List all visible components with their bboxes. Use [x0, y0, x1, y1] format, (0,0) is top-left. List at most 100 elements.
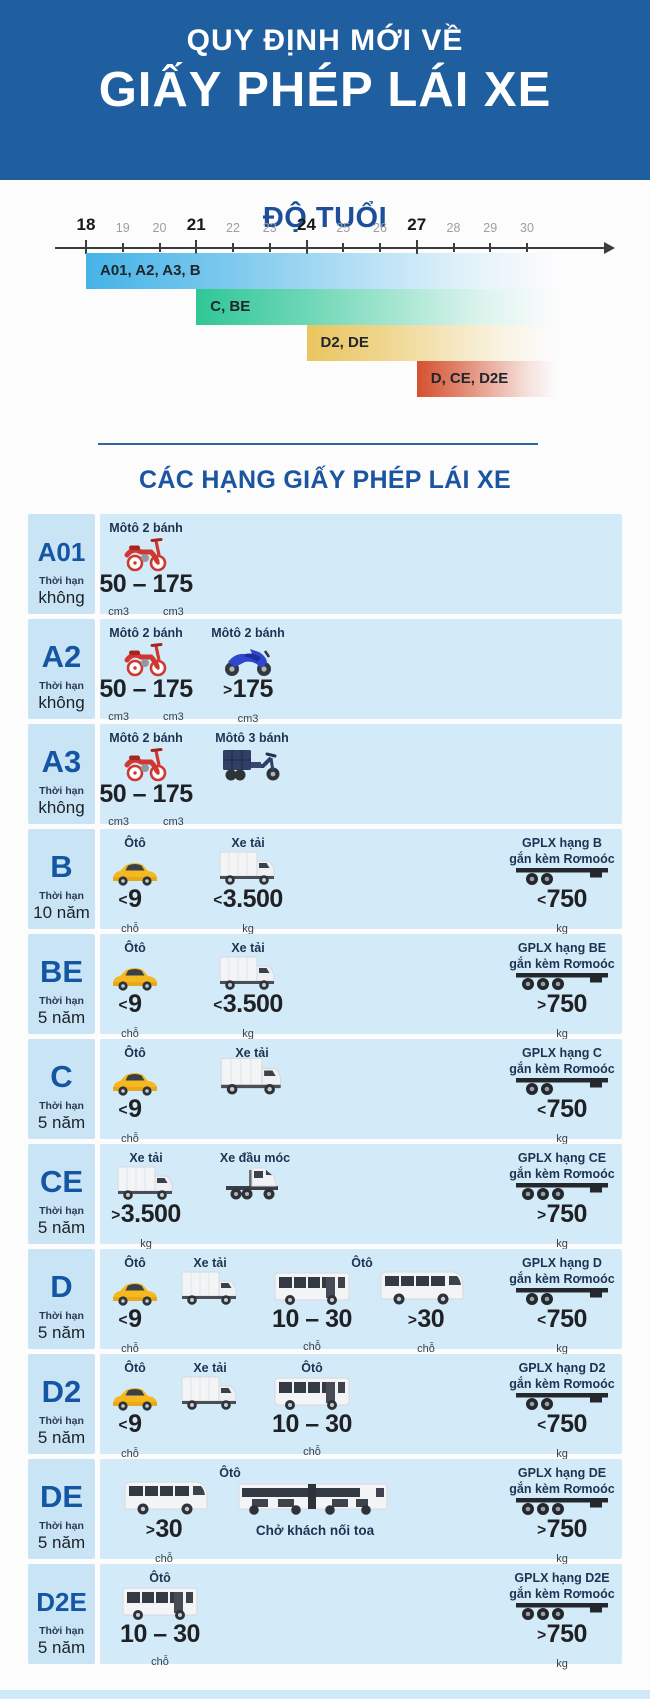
trailer-2axle-icon: [514, 1073, 610, 1097]
vehicle-label: Xe đầu móc: [219, 1151, 291, 1165]
limit-unit: kg: [556, 922, 568, 935]
less-than-icon: <: [118, 1101, 128, 1119]
trailer-2axle-icon: [514, 863, 610, 887]
duration-value: không: [38, 693, 85, 712]
limit-unit: chỗ: [121, 1132, 139, 1145]
vehicle-label: Ôtô: [149, 1571, 171, 1585]
row-content: Môtô 2 bánh Môtô 3 bánh 50 – 175 cm3 cm3: [99, 724, 622, 828]
limit-value: 50 – 175 cm3 cm3: [99, 571, 193, 625]
vehicle-label: Xe tải: [193, 1361, 227, 1375]
box-truck-icon: [219, 849, 277, 887]
duration-value: 5 năm: [37, 1638, 86, 1657]
limit-value: 10 – 30 chỗ: [120, 1621, 200, 1675]
age-tick-label: 20: [152, 221, 167, 235]
row-content: Xe tải Xe đầu móc GPLX hạng CE gắn kèm Rơmo…: [100, 1144, 622, 1250]
class-code: A2: [41, 639, 82, 674]
license-row-D2: D2 Thời hạn 5 năm Ôtô Xe tải Ôtô GPLX hạng D2 g…: [0, 1354, 650, 1460]
age-tick-mark: [415, 240, 418, 254]
duration-label: Thời hạn: [39, 1310, 84, 1322]
age-tick-mark: [121, 243, 124, 252]
box-truck-icon: [117, 1164, 175, 1202]
car-icon: [111, 1385, 159, 1412]
limit-unit: kg: [242, 922, 254, 935]
duration-label: Thời hạn: [39, 785, 84, 797]
limit-value: <9 chỗ: [119, 991, 142, 1047]
age-range-bar: D2, DE: [306, 325, 557, 361]
limit-value: <3.500 kg: [213, 886, 283, 942]
trailer-2axle-icon: [514, 1283, 610, 1307]
car-icon: [111, 1070, 159, 1097]
duration-label: Thời hạn: [39, 1625, 84, 1637]
age-bar-label: D, CE, D2E: [430, 370, 509, 387]
class-cell: A01 Thời hạn không: [28, 514, 95, 614]
duration-label: Thời hạn: [39, 995, 84, 1007]
limit-value: <9 chỗ: [119, 886, 142, 942]
age-tick-label: 29: [483, 221, 498, 235]
trailer-3axle-icon: [514, 968, 610, 992]
license-row-DE: DE Thời hạn 5 năm Ôtô GPLX hạng DE gắn kèm Rơ…: [0, 1459, 650, 1565]
class-code: D: [50, 1269, 73, 1304]
row-content: Ôtô Xe tải GPLX hạng BE gắn kèm Rơmoóc <9 ch…: [100, 934, 622, 1040]
footer-strip: [0, 1690, 650, 1699]
duration-label: Thời hạn: [39, 1415, 84, 1427]
greater-than-icon: >: [537, 1521, 546, 1539]
vehicle-label: Môtô 2 bánh: [109, 521, 183, 535]
greater-than-icon: >: [407, 1311, 417, 1329]
limit-value: <750 kg: [537, 886, 587, 942]
car-icon: [111, 860, 159, 887]
class-cell: D2 Thời hạn 5 năm: [28, 1354, 95, 1454]
duration-label: Thời hạn: [39, 1520, 84, 1532]
limit-value: <9 chỗ: [119, 1096, 142, 1152]
limit-unit: chỗ: [121, 1027, 139, 1040]
limit-unit: chỗ: [303, 1341, 321, 1353]
license-row-A01: A01 Thời hạn không Môtô 2 bánh 50 – 175 cm3 c…: [0, 514, 650, 618]
age-tick-label: 23: [262, 221, 277, 235]
limit-unit: cm3 cm3: [108, 606, 184, 618]
limit-value: >3.500 kg: [111, 1201, 181, 1257]
header-subtitle: QUY ĐỊNH MỚI VỀ: [186, 24, 464, 57]
trailer-3axle-icon: [514, 1493, 610, 1517]
limit-unit: chỗ: [121, 922, 139, 935]
license-row-A2: A2 Thời hạn không Môtô 2 bánh Môtô 2 bánh 50…: [0, 619, 650, 725]
limit-value: <750 kg: [537, 1306, 587, 1362]
vehicle-label: Xe tải: [231, 836, 265, 850]
limit-unit: kg: [556, 1657, 568, 1670]
class-code: CE: [39, 1164, 84, 1199]
row-content: Ôtô Xe tải Ôtô GPLX hạng D2 gắn kèm Rơmoóc <…: [100, 1354, 622, 1460]
age-tick-mark: [158, 243, 161, 252]
less-than-icon: <: [537, 1311, 546, 1329]
less-than-icon: <: [537, 1416, 546, 1434]
duration-value: 10 năm: [33, 903, 90, 922]
class-code: BE: [39, 954, 84, 989]
class-cell: D2E Thời hạn 5 năm: [28, 1564, 95, 1664]
vehicle-label: GPLX hạng DE gắn kèm Rơmoóc: [509, 1466, 615, 1497]
age-tick-mark: [268, 243, 271, 252]
greater-than-icon: >: [223, 681, 232, 699]
limit-unit: cm3: [237, 712, 259, 725]
limit-value: >30 chỗ: [407, 1306, 445, 1362]
limit-value: >30 chỗ: [145, 1516, 183, 1572]
limit-unit: cm3 cm3: [108, 711, 184, 723]
vehicle-caption: Chở khách nối toa: [255, 1523, 375, 1538]
coach-bus-icon: [379, 1269, 465, 1307]
limit-unit: chỗ: [121, 1447, 139, 1460]
greater-than-icon: >: [145, 1521, 155, 1539]
row-content: Môtô 2 bánh Môtô 2 bánh 50 – 175 cm3 cm3 >17…: [99, 619, 622, 725]
greater-than-icon: >: [111, 1206, 120, 1224]
vehicle-label: Xe tải: [231, 941, 265, 955]
age-tick-mark: [379, 243, 381, 252]
class-cell: B Thời hạn 10 năm: [28, 829, 95, 929]
age-range-bar: A01, A2, A3, B: [86, 253, 557, 289]
greater-than-icon: >: [537, 1206, 546, 1224]
age-tick-label: 21: [186, 215, 206, 234]
duration-value: 5 năm: [37, 1428, 86, 1447]
age-tick-label: 25: [336, 221, 351, 235]
limit-value: <750 kg: [537, 1411, 587, 1467]
limit-value: >750 kg: [537, 1516, 587, 1572]
